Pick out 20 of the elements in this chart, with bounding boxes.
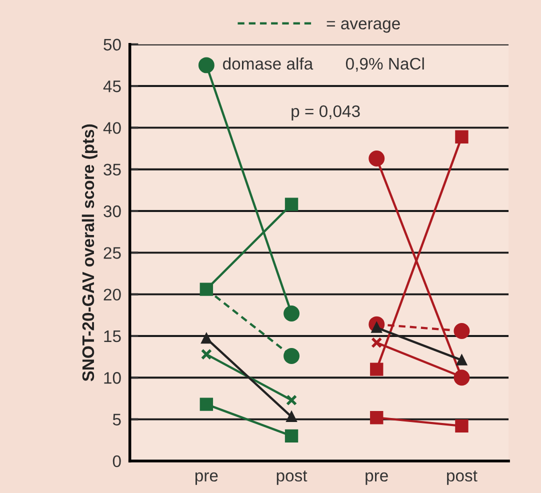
y-tick-label: 35 (104, 164, 121, 176)
y-tick-label: 25 (104, 247, 121, 259)
annotation: p = 0,043 (292, 105, 360, 120)
x-tick-label: pre (366, 472, 388, 485)
y-tick-label: 45 (103, 80, 121, 92)
y-tick-label: 15 (104, 330, 121, 342)
annotation: 0,9% NaCl (346, 57, 424, 72)
y-axis-title: SNOT-20-GAV overall score (pts) (82, 124, 98, 382)
y-tick-label: 40 (103, 122, 121, 134)
y-tick-label: 50 (104, 38, 121, 51)
legend-label: = average (326, 20, 400, 33)
x-tick-label: pre (195, 472, 218, 485)
y-tick-label: 5 (112, 414, 121, 426)
annotation: domase alfa (223, 57, 314, 70)
x-tick-label: post (447, 470, 478, 485)
y-tick-label: 30 (104, 205, 121, 218)
x-tick-label: post (276, 470, 308, 485)
y-tick-label: 20 (104, 288, 121, 301)
y-tick-label: 10 (104, 372, 121, 384)
y-tick-label: 0 (112, 455, 121, 468)
